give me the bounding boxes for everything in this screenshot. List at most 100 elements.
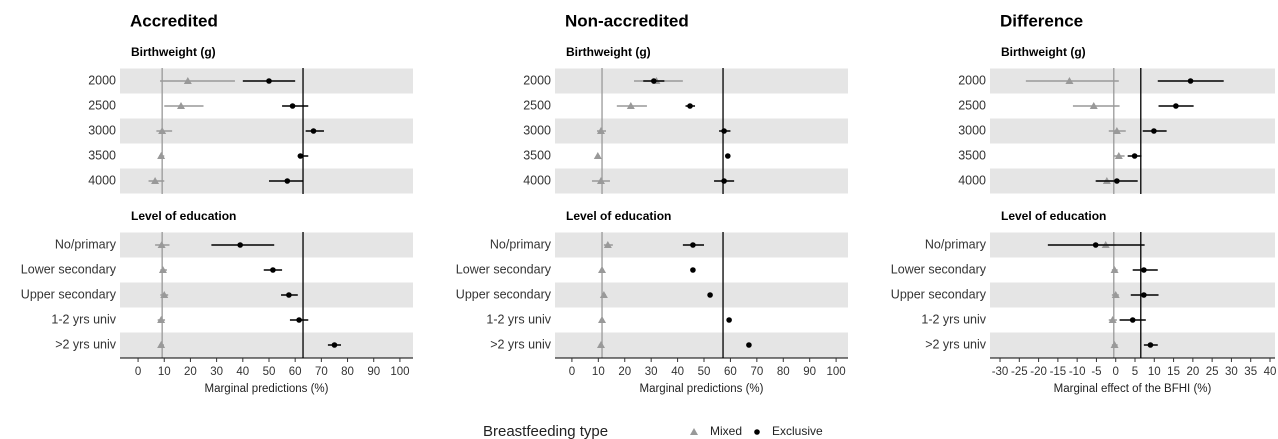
point <box>626 102 635 109</box>
category-label: No/primary <box>925 237 987 251</box>
x-tick-label: -10 <box>1069 366 1086 378</box>
x-tick-label: 25 <box>1206 366 1219 378</box>
band <box>120 332 413 358</box>
point <box>1187 78 1194 84</box>
point <box>1110 341 1119 348</box>
point <box>1129 317 1136 323</box>
x-tick-label: 100 <box>827 366 846 378</box>
band <box>555 332 848 358</box>
facet-title: Level of education <box>1001 209 1106 223</box>
point <box>1147 342 1154 348</box>
point <box>596 177 605 184</box>
point <box>297 153 304 159</box>
category-label: 2000 <box>88 73 116 87</box>
x-tick-label: -15 <box>1050 366 1067 378</box>
band <box>120 282 413 308</box>
point <box>721 178 727 184</box>
point <box>593 152 602 159</box>
x-tick-label: 30 <box>210 366 223 378</box>
x-tick-label: 20 <box>618 366 631 378</box>
x-tick-label: 90 <box>803 366 816 378</box>
legend-label: Exclusive <box>772 424 823 438</box>
point <box>1112 127 1121 134</box>
point <box>721 128 727 134</box>
point <box>160 291 169 298</box>
x-tick-label: 80 <box>341 366 354 378</box>
x-tick-label: 90 <box>367 366 380 378</box>
x-tick-label: 20 <box>1186 366 1199 378</box>
category-label: 3000 <box>958 123 986 137</box>
x-tick-label: 30 <box>1225 366 1238 378</box>
point <box>1114 178 1120 184</box>
facet-title: Level of education <box>566 209 671 223</box>
category-label: 1-2 yrs univ <box>486 312 551 326</box>
x-tick-label: 60 <box>724 366 737 378</box>
x-tick-label: 40 <box>671 366 684 378</box>
point <box>310 128 317 134</box>
point <box>746 342 752 348</box>
point <box>237 242 243 248</box>
legend-label: Mixed <box>710 424 742 438</box>
x-axis-label: Marginal predictions (%) <box>205 383 329 395</box>
category-label: 2500 <box>958 98 986 112</box>
category-label: No/primary <box>490 237 552 251</box>
x-tick-label: 10 <box>592 366 605 378</box>
x-tick-label: 0 <box>1113 366 1119 378</box>
x-tick-label: 10 <box>1148 366 1161 378</box>
category-label: 4000 <box>88 173 116 187</box>
x-axis-label: Marginal predictions (%) <box>640 383 764 395</box>
x-tick-label: 70 <box>315 366 328 378</box>
point <box>1108 316 1117 323</box>
point <box>177 102 186 109</box>
point <box>289 103 296 109</box>
point <box>158 127 167 134</box>
point <box>151 177 160 184</box>
category-label: Upper secondary <box>21 287 117 301</box>
x-tick-label: 50 <box>698 366 711 378</box>
panel-title: Accredited <box>130 11 218 30</box>
category-label: >2 yrs univ <box>490 337 552 351</box>
x-tick-label: -25 <box>1011 366 1028 378</box>
point <box>598 266 607 273</box>
category-label: 4000 <box>523 173 551 187</box>
x-tick-label: 0 <box>569 366 575 378</box>
point <box>157 316 166 323</box>
x-tick-label: -30 <box>992 366 1009 378</box>
point <box>1065 77 1074 84</box>
category-label: Upper secondary <box>891 287 987 301</box>
category-label: >2 yrs univ <box>55 337 117 351</box>
category-label: >2 yrs univ <box>925 337 987 351</box>
category-label: 1-2 yrs univ <box>921 312 986 326</box>
point <box>1151 128 1157 134</box>
point <box>284 178 291 184</box>
band <box>990 332 1275 358</box>
category-label: Lower secondary <box>456 262 552 276</box>
category-label: 2500 <box>88 98 116 112</box>
point <box>286 292 292 298</box>
point <box>1173 103 1179 109</box>
point <box>596 127 605 134</box>
point <box>687 103 693 109</box>
category-label: 3500 <box>958 148 986 162</box>
category-label: 3000 <box>523 123 551 137</box>
x-tick-label: 70 <box>750 366 763 378</box>
x-tick-label: 15 <box>1167 366 1180 378</box>
point <box>690 242 696 248</box>
x-tick-label: 35 <box>1244 366 1257 378</box>
category-label: Lower secondary <box>891 262 987 276</box>
point <box>707 292 713 298</box>
point <box>157 241 166 248</box>
category-label: 2500 <box>523 98 551 112</box>
band <box>990 118 1275 144</box>
panel-title: Difference <box>1000 11 1083 30</box>
x-tick-label: -20 <box>1030 366 1047 378</box>
panel-title: Non-accredited <box>565 11 689 30</box>
point <box>754 429 760 435</box>
category-label: 3500 <box>523 148 551 162</box>
category-label: 4000 <box>958 173 986 187</box>
x-tick-label: 30 <box>645 366 658 378</box>
legend-title: Breastfeeding type <box>483 423 608 439</box>
facet-title: Birthweight (g) <box>566 45 651 59</box>
point <box>1089 102 1098 109</box>
